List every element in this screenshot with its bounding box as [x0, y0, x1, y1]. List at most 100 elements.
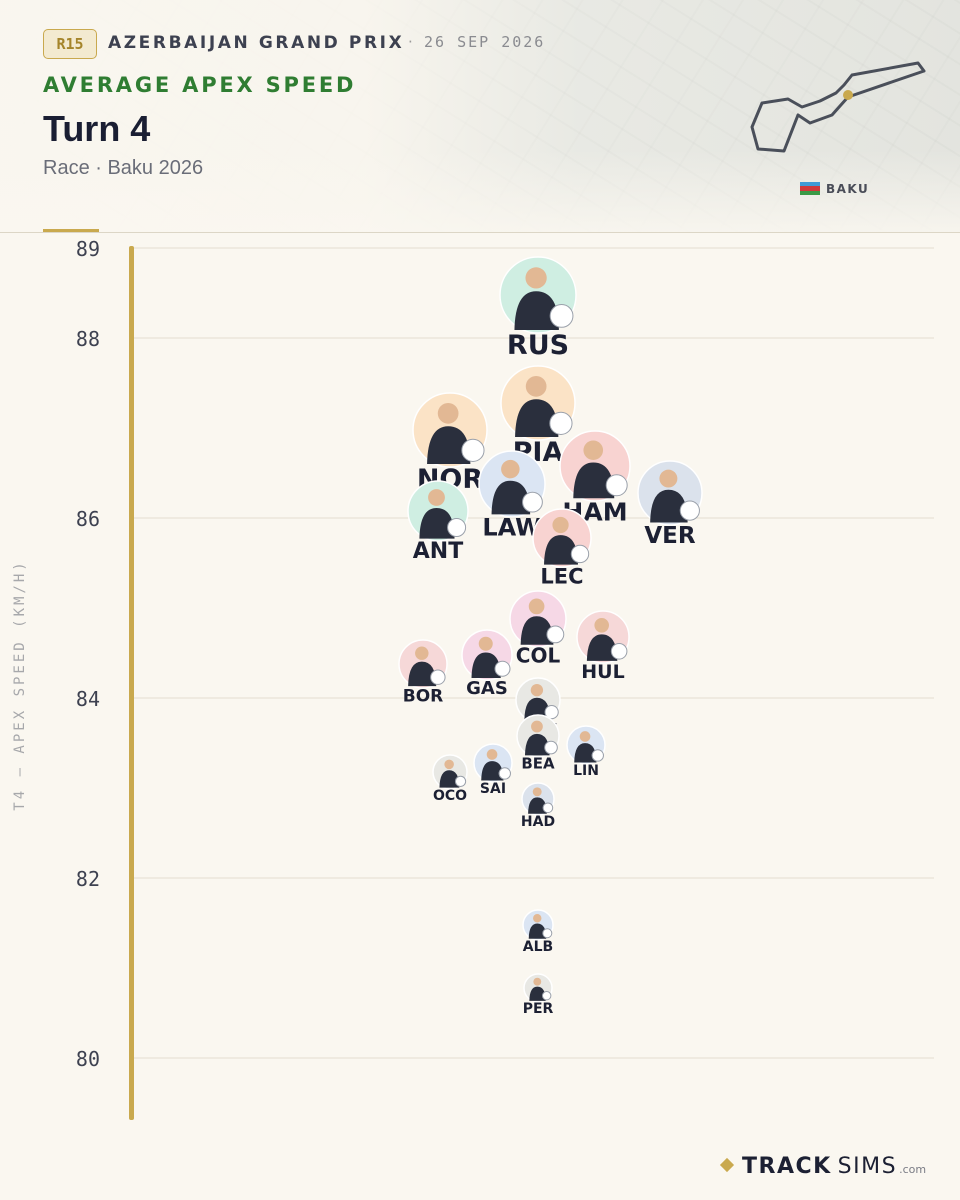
driver-head-icon: [415, 646, 429, 660]
driver-head-icon: [444, 759, 454, 770]
driver-head-icon: [594, 618, 609, 633]
brand-track: TRACK: [742, 1154, 832, 1179]
driver-head-icon: [530, 683, 544, 697]
diamond-icon: [719, 1157, 735, 1173]
driver-suit-icon: [471, 652, 501, 678]
driver-label: ALB: [523, 939, 553, 955]
driver-suit-icon: [574, 743, 597, 763]
driver-head-icon: [531, 720, 543, 733]
team-badge-icon: [498, 767, 511, 780]
brand-sims: SIMS: [837, 1154, 898, 1179]
driver-suit-icon: [419, 508, 455, 539]
driver-head-icon: [533, 977, 542, 986]
team-badge-icon: [679, 500, 700, 521]
driver-suit-icon: [544, 535, 578, 565]
driver-label: OCO: [433, 788, 467, 804]
accent-line: [43, 229, 99, 232]
grand-prix-name: AZERBAIJAN GRAND PRIX: [108, 33, 405, 53]
metric-kicker: AVERAGE APEX SPEED: [43, 73, 357, 97]
driver-label: COL: [516, 644, 561, 668]
driver-head-icon: [525, 375, 547, 397]
driver-head-icon: [579, 731, 591, 742]
driver-suit-icon: [529, 986, 546, 1001]
driver-label: LEC: [540, 564, 583, 588]
driver-label: BOR: [403, 686, 444, 706]
driver-head-icon: [583, 440, 604, 461]
driver-label: LIN: [573, 763, 599, 779]
y-axis-bar: [129, 246, 134, 1120]
team-badge-icon: [591, 749, 604, 762]
driver-label: GAS: [466, 678, 508, 699]
driver-suit-icon: [524, 733, 550, 756]
driver-head-icon: [528, 598, 545, 615]
location-label: BAKU: [826, 182, 870, 196]
page-subtitle: Race · Baku 2026: [43, 157, 204, 179]
driver-label: SAI: [480, 781, 506, 797]
team-badge-icon: [447, 518, 467, 537]
y-tick-label: 84: [76, 687, 100, 711]
y-tick-label: 89: [76, 237, 100, 261]
driver-label: ANT: [413, 539, 463, 564]
driver-head-icon: [532, 787, 542, 797]
driver-suit-icon: [528, 923, 547, 939]
team-badge-icon: [541, 991, 552, 1001]
team-badge-icon: [544, 705, 559, 720]
team-badge-icon: [494, 660, 511, 677]
driver-label: PER: [523, 1001, 554, 1017]
team-badge-icon: [454, 775, 467, 787]
team-badge-icon: [549, 411, 573, 435]
driver-label: HUL: [581, 661, 624, 683]
team-badge-icon: [570, 544, 590, 564]
y-tick-label: 80: [76, 1047, 100, 1071]
driver-head-icon: [525, 267, 547, 289]
driver-head-icon: [486, 749, 498, 760]
driver-head-icon: [552, 516, 569, 534]
driver-suit-icon: [524, 697, 551, 721]
driver-label: LAW: [482, 514, 541, 542]
driver-head-icon: [533, 914, 542, 923]
track-map-icon: [750, 61, 926, 153]
driver-suit-icon: [491, 480, 531, 515]
driver-head-icon: [428, 489, 445, 506]
driver-head-icon: [478, 636, 493, 651]
y-tick-label: 86: [76, 507, 100, 531]
driver-suit-icon: [481, 761, 504, 781]
driver-label: HAD: [521, 814, 555, 830]
team-badge-icon: [546, 625, 565, 644]
y-axis-label: T4 — APEX SPEED (KM/H): [12, 559, 28, 811]
round-badge: R15: [43, 29, 97, 59]
driver-suit-icon: [515, 399, 559, 438]
header-separator: ·: [408, 33, 413, 51]
driver-suit-icon: [408, 661, 437, 687]
driver-label: VER: [644, 523, 696, 549]
team-badge-icon: [542, 802, 554, 814]
brand-logo: TRACK SIMS .com: [719, 1154, 927, 1179]
driver-head-icon: [659, 469, 678, 488]
team-badge-icon: [544, 740, 558, 755]
driver-suit-icon: [520, 616, 554, 645]
driver-suit-icon: [427, 426, 471, 465]
team-badge-icon: [461, 438, 485, 462]
team-badge-icon: [542, 928, 553, 939]
driver-suit-icon: [573, 462, 615, 499]
team-badge-icon: [549, 304, 574, 328]
driver-suit-icon: [650, 489, 688, 523]
brand-com: .com: [899, 1163, 927, 1176]
driver-suit-icon: [439, 770, 460, 788]
team-badge-icon: [605, 474, 628, 497]
y-tick-label: 82: [76, 867, 100, 891]
race-date: 26 SEP 2026: [424, 33, 546, 51]
driver-label: RUS: [507, 330, 569, 361]
y-tick-label: 88: [76, 327, 100, 351]
driver-head-icon: [501, 459, 520, 479]
driver-suit-icon: [586, 634, 618, 661]
page-title: Turn 4: [43, 108, 151, 149]
driver-label: BEA: [521, 755, 555, 773]
team-badge-icon: [522, 491, 543, 513]
driver-suit-icon: [514, 291, 559, 330]
driver-suit-icon: [528, 797, 547, 814]
team-badge-icon: [610, 643, 628, 660]
team-badge-icon: [430, 669, 446, 685]
driver-head-icon: [437, 402, 459, 424]
